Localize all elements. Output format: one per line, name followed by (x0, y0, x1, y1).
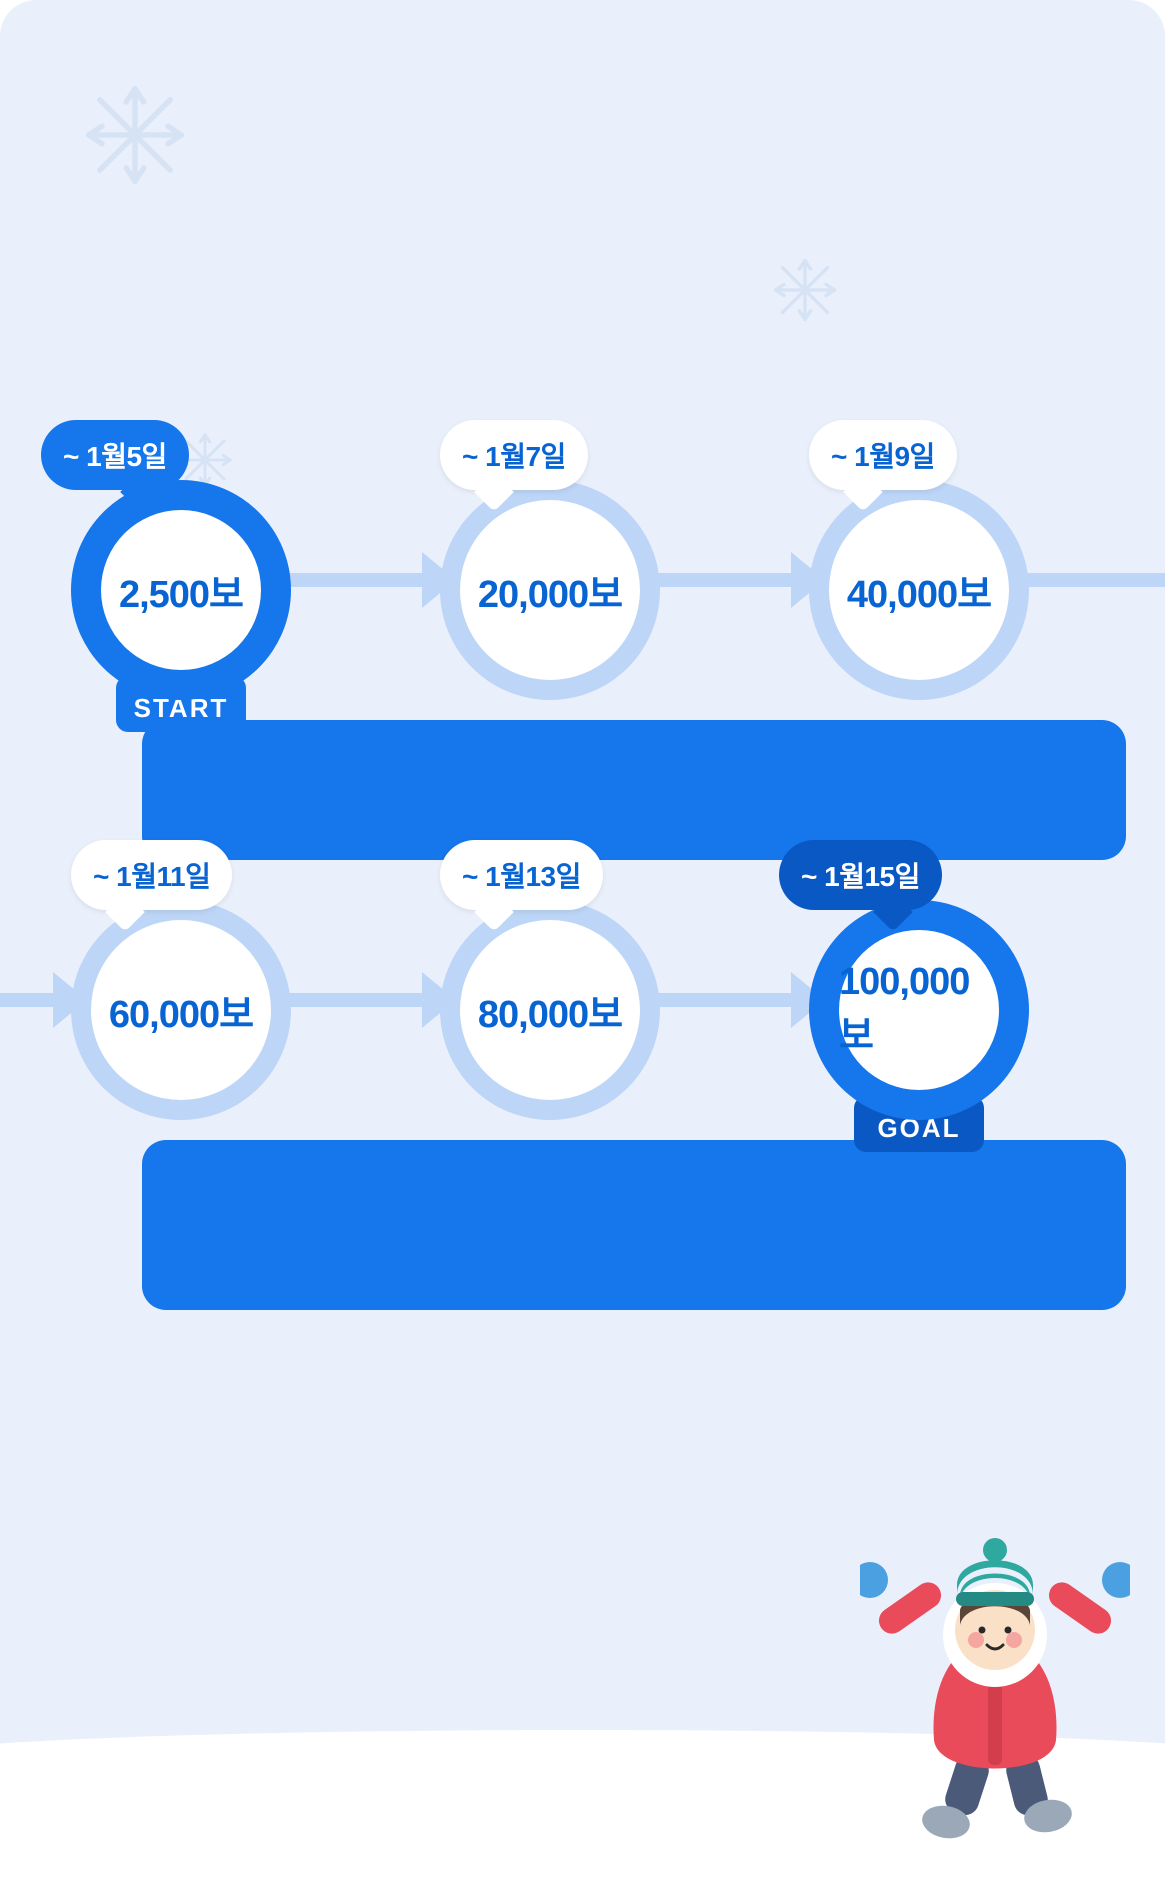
callout-box-1 (142, 720, 1126, 860)
milestone-node: 60,000보~ 1월11일 (71, 870, 291, 1130)
milestone-node: 40,000보~ 1월9일 (809, 450, 1029, 710)
connector-arrow (650, 573, 819, 587)
connector-arrow (1019, 573, 1165, 587)
milestone-row-1: 2,500보~ 1월5일START 20,000보~ 1월7일 40,000보~ 1… (0, 450, 1165, 710)
snowflake-icon (80, 80, 190, 190)
step-count: 20,000보 (478, 563, 622, 618)
date-badge: ~ 1월15일 (779, 840, 942, 910)
connector-arrow (650, 993, 819, 1007)
connector-arrow (0, 993, 81, 1007)
date-badge: ~ 1월11일 (71, 840, 232, 910)
step-count: 2,500보 (119, 563, 243, 618)
challenge-card: 2,500보~ 1월5일START20,000보~ 1월7일40,000보~ 1… (0, 0, 1165, 1880)
step-count: 40,000보 (847, 563, 991, 618)
step-count: 60,000보 (109, 983, 253, 1038)
connector-arrow (281, 993, 450, 1007)
milestone-node: 2,500보~ 1월5일START (71, 450, 291, 710)
milestone-node: 80,000보~ 1월13일 (440, 870, 660, 1130)
callout-box-2 (142, 1140, 1126, 1310)
date-badge: ~ 1월13일 (440, 840, 603, 910)
connector-arrow (281, 573, 450, 587)
date-badge: ~ 1월5일 (41, 420, 189, 490)
date-badge: ~ 1월7일 (440, 420, 588, 490)
step-count: 80,000보 (478, 983, 622, 1038)
date-badge: ~ 1월9일 (809, 420, 957, 490)
milestone-node: 100,000보~ 1월15일GOAL (809, 870, 1029, 1130)
celebrating-child-icon (860, 1530, 1130, 1850)
snowflake-icon (770, 255, 840, 325)
milestone-row-2: 60,000보~ 1월11일 80,000보~ 1월13일 100,000보~ 1월… (0, 870, 1165, 1130)
step-count: 100,000보 (839, 961, 999, 1059)
milestone-node: 20,000보~ 1월7일 (440, 450, 660, 710)
